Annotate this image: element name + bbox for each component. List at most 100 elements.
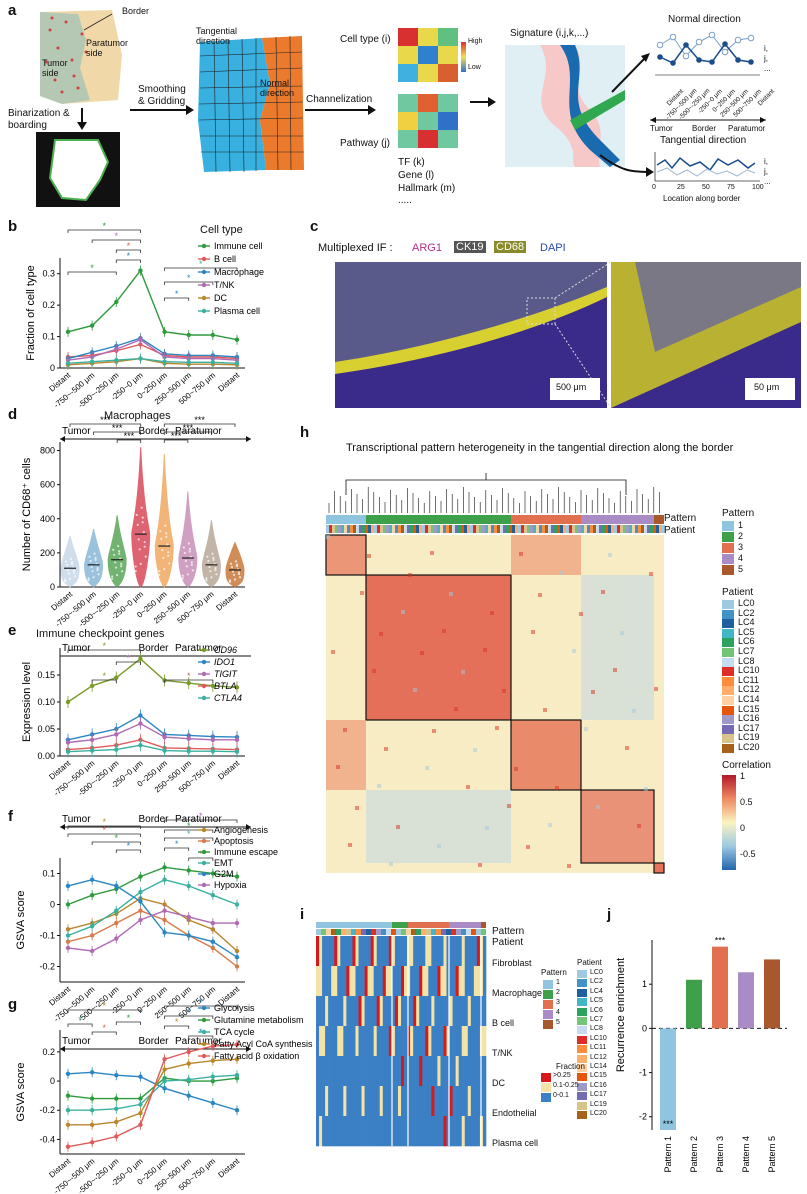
violin-point: [190, 563, 193, 566]
heatmap-cell: [331, 936, 335, 967]
violin-point: [183, 551, 186, 555]
sig-bracket: [116, 439, 142, 443]
legend-label: BTLA: [214, 681, 237, 691]
sig-bracket: [115, 849, 141, 853]
legend-dot: [201, 295, 207, 301]
heatmap-cell: [391, 936, 396, 967]
heatmap-cell: [337, 1026, 341, 1057]
heatmap-cell: [476, 996, 481, 1027]
patient-bar-segment: [500, 525, 503, 533]
heatmap-cell: [440, 1116, 444, 1147]
heatmap-cell: [391, 1056, 396, 1087]
patient-bar-segment: [659, 525, 662, 533]
patient-bar-segment: [578, 525, 581, 533]
heatmap-noise: [555, 786, 559, 790]
data-point: [186, 332, 191, 338]
patient-swatch: [722, 724, 734, 734]
sig-bracket: [164, 837, 214, 841]
y-axis-label: Fraction of cell type: [25, 265, 37, 360]
legend-dot: [201, 659, 207, 665]
heatmap-cell: [385, 1086, 390, 1117]
heatmap-cell: [419, 1116, 423, 1147]
violin-point: [229, 562, 233, 565]
heatmap-cell: [358, 996, 362, 1027]
heatmap-cell: [434, 1086, 438, 1117]
heatmap-noise: [379, 632, 383, 636]
heatmap-cell: [316, 1086, 320, 1117]
heatmap-cell: [428, 1116, 432, 1147]
heatmap-cell: [404, 1056, 408, 1087]
heatmap-cell: [373, 996, 378, 1027]
violin-point: [69, 557, 73, 560]
heatmap-cell: [361, 1116, 365, 1147]
violin-point: [235, 563, 239, 566]
heatmap-noise: [485, 826, 489, 830]
series-line: [67, 343, 238, 360]
patient-legend-label: LC12: [590, 1053, 607, 1061]
heatmap-noise: [384, 747, 388, 751]
violin: [107, 515, 127, 588]
tangential-tick: 75: [727, 184, 735, 191]
normal-side-label: j,: [764, 54, 768, 63]
data-point: [186, 748, 191, 754]
heatmap-cell: [331, 996, 335, 1027]
patient-bar-segment: [401, 929, 406, 935]
violin-point: [72, 571, 76, 574]
violin-point: [234, 560, 238, 563]
violin-point: [163, 567, 166, 571]
heatmap-cell: [358, 1116, 362, 1147]
patient-legend-label: LC4: [590, 987, 603, 995]
x-tick-label: Pattern 5: [767, 1136, 777, 1173]
data-point: [138, 713, 143, 718]
pattern-swatch: [722, 565, 734, 575]
legend-label: Plasma cell: [214, 306, 260, 316]
heatmap-cell: [407, 1116, 411, 1147]
heatmap-cell: [340, 1056, 344, 1087]
violin-point: [116, 573, 119, 577]
data-point: [114, 936, 119, 941]
patient-bar-segment: [326, 929, 331, 935]
heatmap-cell: [388, 1056, 393, 1087]
legend-dot: [201, 256, 207, 262]
heatmap-cell: [476, 1086, 481, 1117]
violin-point: [208, 565, 211, 569]
heatmap-cell: [455, 996, 459, 1027]
heatmap-cell: [404, 1116, 408, 1147]
heatmap-noise: [519, 552, 523, 556]
heatmap-noise: [413, 688, 417, 692]
patient-bar-segment: [446, 929, 451, 935]
heatmap-cell: [322, 996, 326, 1027]
legend-dot: [201, 269, 207, 275]
heatmap-cell: [346, 936, 350, 967]
bar: [764, 959, 780, 1029]
patient-bar-segment: [620, 525, 623, 533]
violin-point: [115, 566, 118, 569]
sig-stars: ***: [171, 431, 182, 441]
sig-star: *: [102, 817, 106, 827]
heatmap-cell: [394, 966, 399, 997]
data-point: [234, 749, 240, 754]
grid-figure: [198, 35, 304, 173]
heatmap-cell: [355, 1026, 359, 1057]
patient-bar-segment: [479, 525, 482, 533]
heatmap-cell: [391, 996, 396, 1027]
heatmap-cell: [349, 996, 353, 1027]
patient-legend-label: LC14: [738, 694, 760, 704]
patient-swatch: [577, 1073, 587, 1082]
heatmap-cell: [416, 996, 420, 1027]
heatmap-cell: [322, 1056, 326, 1087]
tangential-tick: 100: [752, 184, 764, 191]
patient-bar-segment: [376, 929, 381, 935]
patient-swatch: [577, 998, 587, 1007]
data-point: [186, 914, 191, 920]
sig-bracket: [67, 825, 141, 829]
normal-title: Normal direction: [668, 14, 741, 25]
heatmap-cell: [370, 996, 374, 1027]
heatmap-cell: [343, 1116, 347, 1147]
heatmap-cell: [437, 1056, 441, 1087]
legend-label: T/NK: [214, 280, 235, 290]
patient-bar-segment: [371, 929, 376, 935]
patient-bar-segment: [530, 525, 533, 533]
violin-point: [113, 553, 116, 557]
pathway-heatmap: [398, 94, 458, 148]
